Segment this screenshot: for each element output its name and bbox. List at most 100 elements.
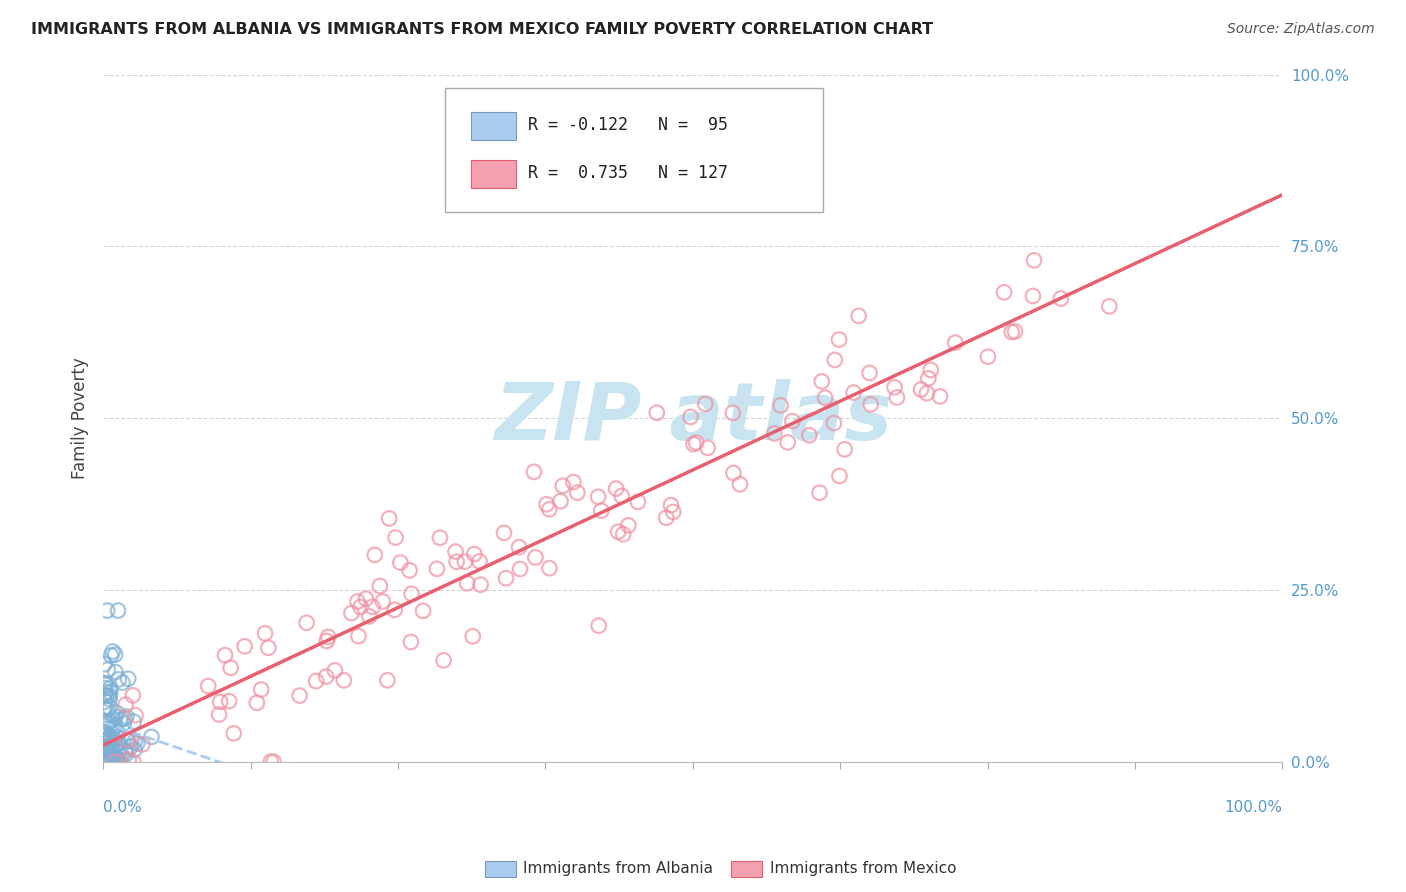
Point	[685, 435, 707, 450]
Point	[508, 540, 530, 554]
Point	[401, 587, 423, 601]
Point	[910, 383, 932, 397]
Point	[371, 594, 394, 608]
Point	[444, 544, 467, 558]
Point	[610, 489, 633, 503]
Point	[98, 685, 121, 699]
Text: 0.0%: 0.0%	[103, 799, 142, 814]
Point	[214, 648, 236, 662]
Point	[364, 548, 387, 562]
Point	[492, 525, 515, 540]
Point	[197, 679, 219, 693]
Point	[799, 428, 821, 442]
Point	[315, 669, 337, 683]
Point	[679, 409, 702, 424]
Point	[429, 531, 451, 545]
Point	[219, 661, 242, 675]
Point	[110, 713, 132, 727]
Point	[94, 676, 117, 690]
Point	[93, 714, 115, 728]
Text: Immigrants from Mexico: Immigrants from Mexico	[770, 862, 957, 876]
Point	[104, 737, 127, 751]
Point	[115, 709, 138, 723]
Point	[723, 466, 745, 480]
Point	[115, 747, 138, 761]
Point	[524, 550, 547, 565]
Point	[104, 755, 127, 769]
Point	[105, 752, 128, 766]
Point	[104, 754, 127, 768]
Point	[98, 730, 121, 744]
Point	[567, 485, 589, 500]
Point	[117, 672, 139, 686]
Point	[463, 547, 485, 561]
Point	[124, 708, 146, 723]
Point	[538, 561, 561, 575]
Point	[124, 735, 146, 749]
Point	[682, 437, 704, 451]
Point	[101, 644, 124, 658]
Point	[96, 748, 118, 763]
Point	[412, 604, 434, 618]
Point	[470, 577, 492, 591]
Point	[117, 734, 139, 748]
Point	[915, 386, 938, 401]
Point	[94, 741, 117, 756]
Point	[98, 700, 121, 714]
Point	[96, 715, 118, 730]
Point	[361, 599, 384, 614]
Point	[100, 753, 122, 767]
Point	[97, 743, 120, 757]
Point	[551, 479, 574, 493]
Bar	[471, 161, 516, 188]
Point	[468, 554, 491, 568]
Point	[848, 309, 870, 323]
Point	[103, 712, 125, 726]
Point	[94, 685, 117, 699]
Point	[96, 604, 118, 618]
Point	[97, 663, 120, 677]
Point	[316, 630, 339, 644]
Point	[1004, 325, 1026, 339]
Point	[1050, 292, 1073, 306]
Point	[993, 285, 1015, 300]
Point	[101, 737, 124, 751]
Point	[776, 435, 799, 450]
Point	[98, 731, 121, 746]
Point	[769, 398, 792, 412]
Point	[93, 688, 115, 702]
Point	[859, 397, 882, 411]
Point	[659, 498, 682, 512]
Point	[828, 469, 851, 483]
Point	[454, 555, 477, 569]
Point	[94, 753, 117, 767]
Point	[107, 604, 129, 618]
Point	[107, 726, 129, 740]
Point	[254, 626, 277, 640]
Point	[763, 426, 786, 441]
Point	[612, 527, 634, 541]
Point	[124, 743, 146, 757]
Point	[858, 366, 880, 380]
Point	[333, 673, 356, 688]
Point	[94, 743, 117, 757]
Point	[823, 416, 845, 430]
Point	[105, 730, 128, 744]
Point	[98, 689, 121, 703]
Point	[605, 482, 627, 496]
Point	[1098, 299, 1121, 313]
Point	[617, 518, 640, 533]
Point	[883, 380, 905, 394]
Point	[208, 707, 231, 722]
Point	[340, 606, 363, 620]
Point	[108, 673, 131, 687]
Point	[250, 682, 273, 697]
Point	[728, 477, 751, 491]
Point	[107, 754, 129, 768]
Point	[93, 719, 115, 733]
Text: Immigrants from Albania: Immigrants from Albania	[523, 862, 713, 876]
Point	[108, 736, 131, 750]
Point	[886, 391, 908, 405]
Point	[1022, 289, 1045, 303]
FancyBboxPatch shape	[446, 88, 823, 212]
